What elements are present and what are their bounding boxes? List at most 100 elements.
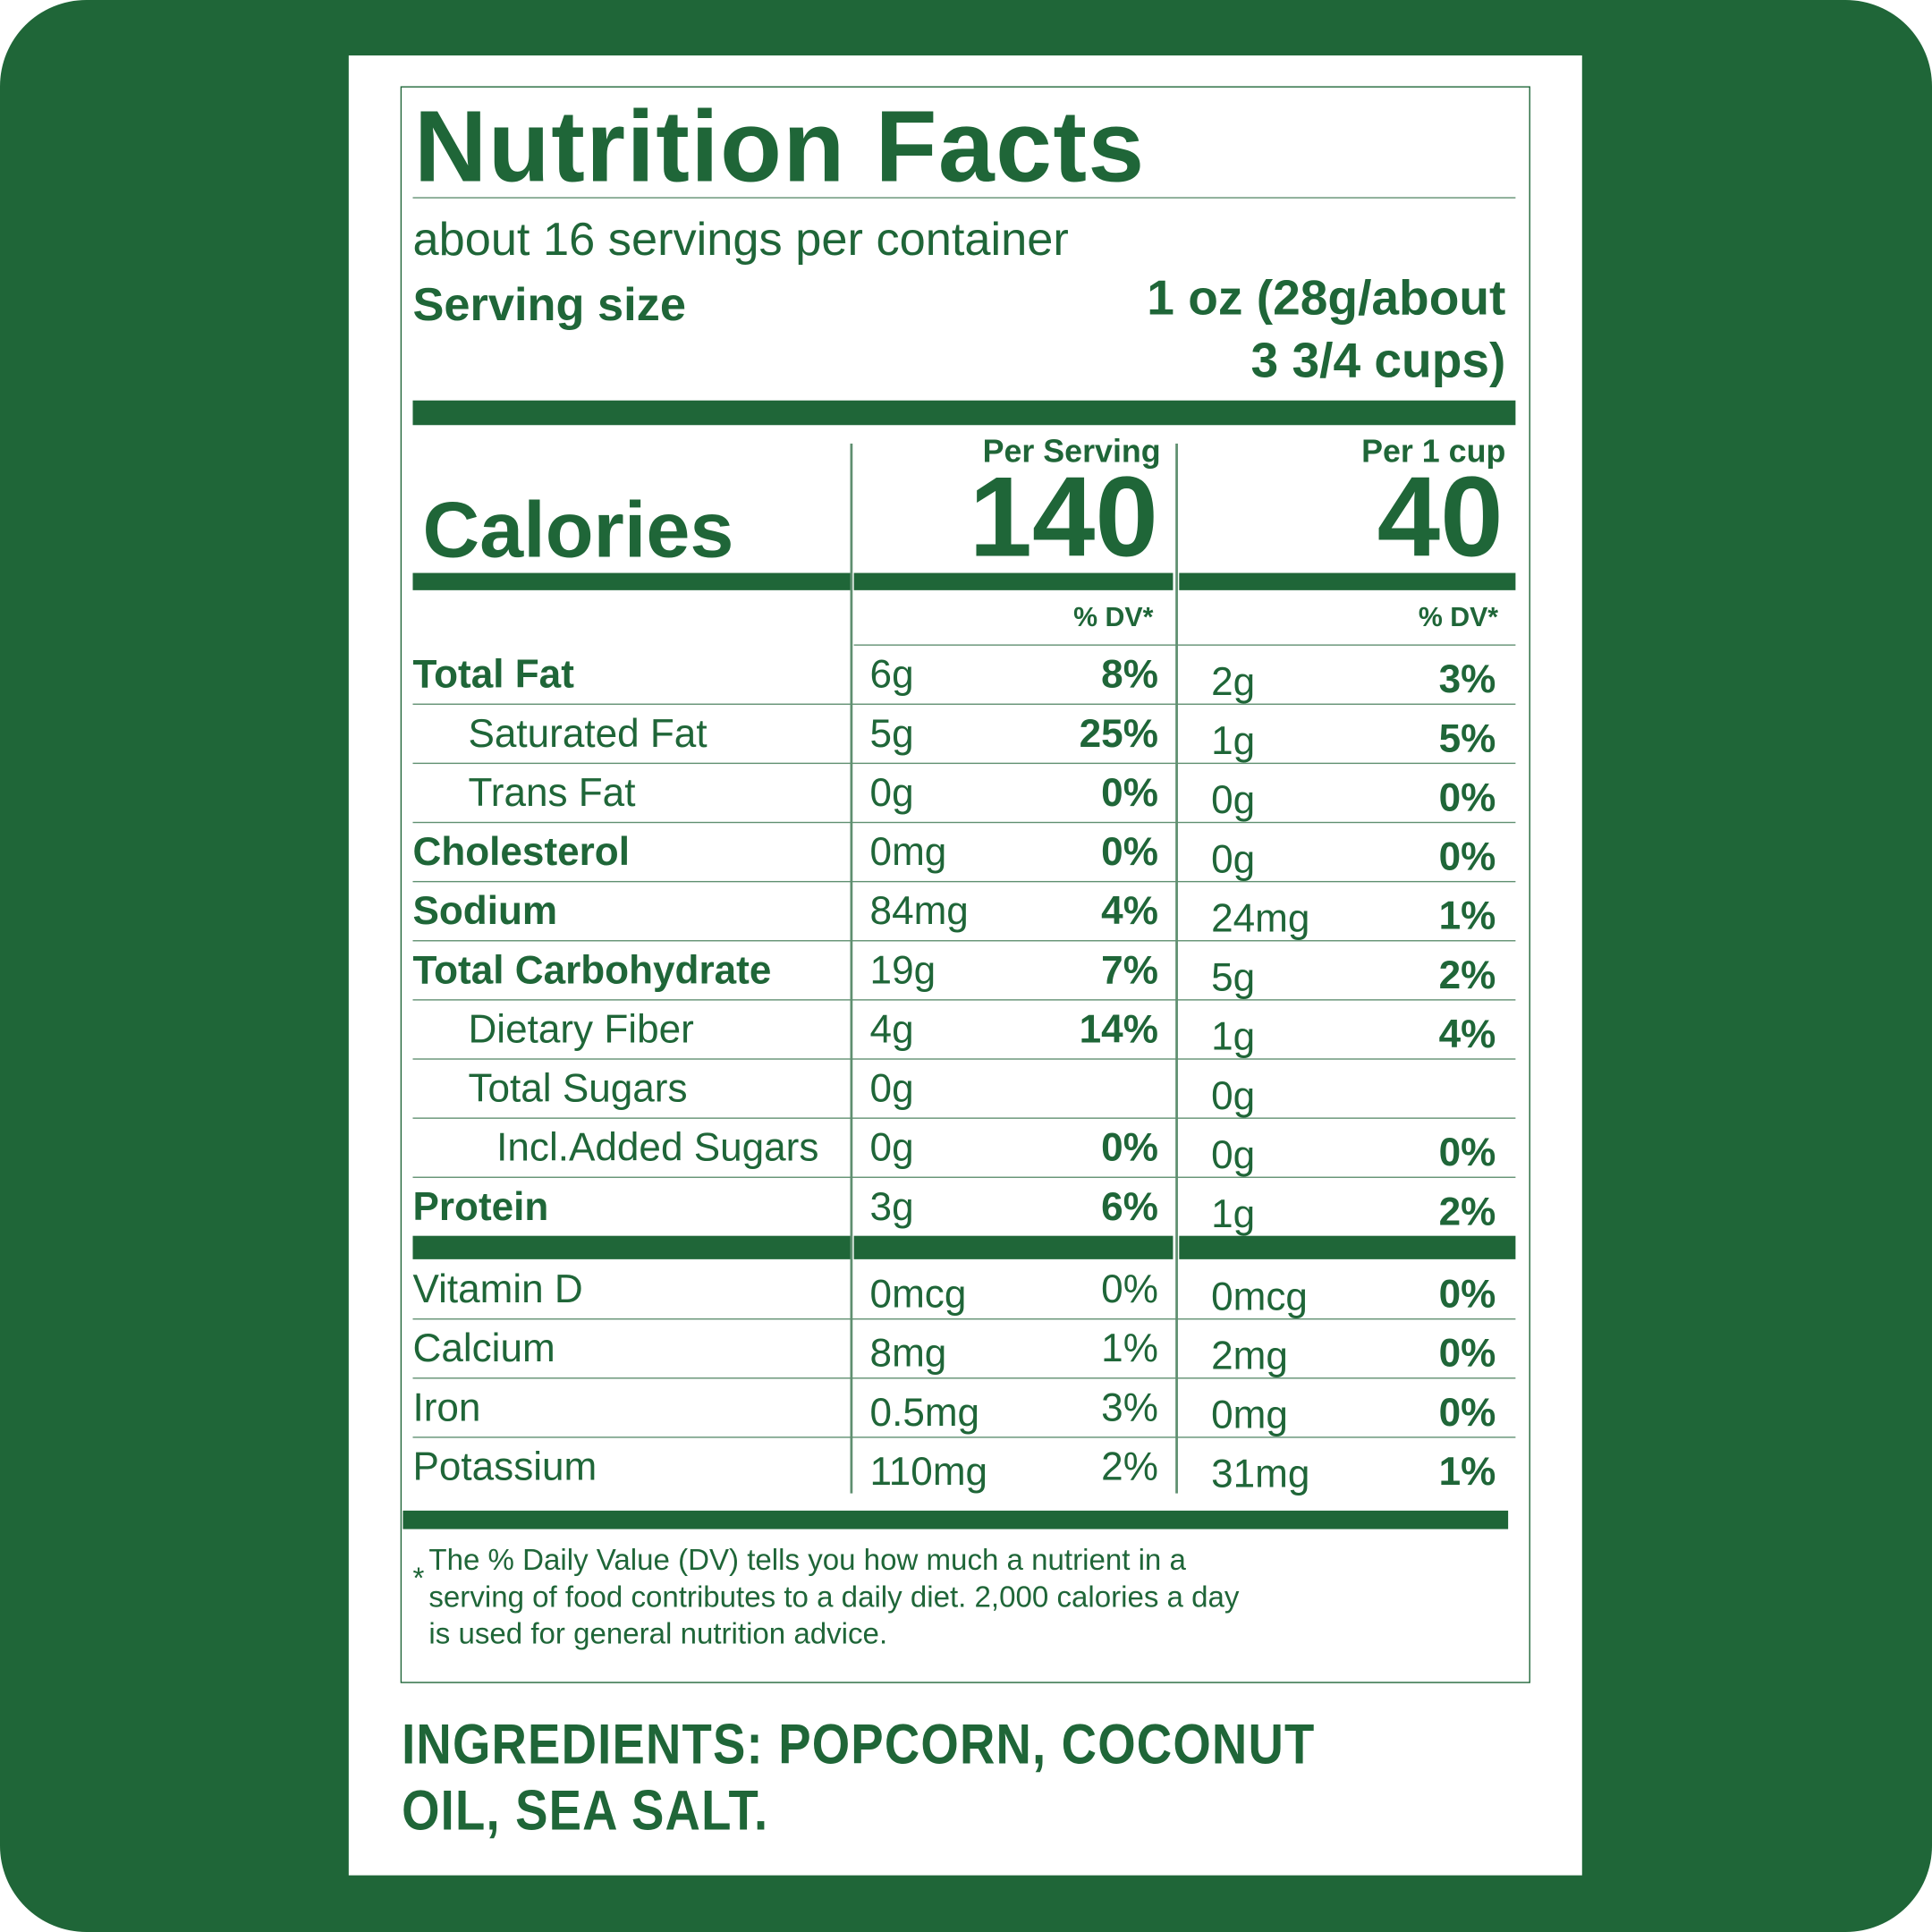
amount-serving: 0mg: [869, 829, 947, 874]
rule: [412, 999, 1516, 1001]
nutrient-name: Iron: [412, 1385, 481, 1429]
rule: [853, 644, 1516, 646]
dv-cup: 0%: [1438, 1271, 1496, 1317]
label-border: [400, 86, 1530, 1683]
label-card: [348, 55, 1582, 1876]
amount-serving: 0mcg: [869, 1271, 967, 1317]
serving-size-label: Serving size: [412, 279, 686, 332]
column-header: Per 1 cup: [1361, 432, 1506, 470]
nutrient-name: Saturated Fat: [468, 710, 708, 756]
dv-cup: 0%: [1438, 775, 1496, 820]
nutrient-name: Sodium: [412, 888, 558, 933]
dv-serving: 6%: [1101, 1183, 1158, 1229]
amount-cup: 1g: [1211, 1013, 1256, 1059]
thick-rule: [1179, 1235, 1516, 1259]
amount-cup: 0g: [1211, 777, 1256, 822]
amount-cup: 5g: [1211, 954, 1256, 1000]
dv-cup: 3%: [1438, 657, 1496, 701]
rule: [412, 703, 1516, 705]
dv-serving: 25%: [1079, 710, 1158, 756]
amount-serving: 110mg: [869, 1448, 988, 1494]
nutrient-name: Total Carbohydrate: [412, 947, 772, 992]
rule: [412, 940, 1516, 942]
ingredients: INGREDIENTS: POPCORN, COCONUT OIL, SEA S…: [402, 1711, 1316, 1843]
amount-serving: 8mg: [869, 1330, 947, 1376]
calories-label: Calories: [422, 485, 734, 574]
amount-cup: 24mg: [1211, 895, 1310, 941]
rule: [412, 821, 1516, 824]
dv-cup: 0%: [1438, 1130, 1496, 1174]
rule: [412, 1117, 1516, 1119]
amount-serving: 0g: [869, 769, 914, 815]
dv-cup: 1%: [1438, 1448, 1496, 1494]
amount-serving: 0g: [869, 1124, 914, 1170]
serving-size-value: 1 oz (28g/about: [1147, 271, 1506, 326]
dv-cup: 2%: [1438, 1189, 1496, 1233]
dv-cup: 0%: [1438, 1389, 1496, 1435]
dv-cup: 4%: [1438, 1011, 1496, 1056]
dv-serving: 7%: [1101, 947, 1158, 992]
title: Nutrition Facts: [413, 90, 1146, 204]
thick-rule: [1179, 572, 1516, 590]
amount-cup: 31mg: [1211, 1451, 1310, 1496]
thick-rule: [412, 1235, 851, 1259]
thick-rule: [853, 572, 1174, 590]
amount-cup: 0g: [1211, 1072, 1256, 1118]
thick-rule: [853, 1235, 1174, 1259]
column-line: [1175, 443, 1178, 1494]
dv-cup: 5%: [1438, 716, 1496, 760]
dv-serving: 1%: [1101, 1326, 1158, 1370]
nutrient-name: Vitamin D: [412, 1267, 583, 1311]
rule: [412, 1058, 1516, 1060]
nutrient-name: Calcium: [412, 1326, 555, 1370]
amount-serving: 0.5mg: [869, 1389, 980, 1435]
rule: [412, 1436, 1516, 1438]
thick-rule: [412, 572, 851, 590]
dv-serving: 14%: [1079, 1006, 1158, 1052]
column-header: Per Serving: [982, 432, 1161, 470]
rule: [412, 880, 1516, 883]
footnote-mark: *: [412, 1562, 425, 1596]
dv-header: % DV*: [1418, 601, 1499, 632]
rule: [412, 1318, 1516, 1320]
amount-cup: 0g: [1211, 1131, 1256, 1177]
rule: [412, 1176, 1516, 1178]
amount-cup: 1g: [1211, 1191, 1256, 1236]
column-line: [850, 443, 852, 1494]
dv-serving: 0%: [1101, 1267, 1158, 1311]
dv-cup: 0%: [1438, 834, 1496, 879]
amount-cup: 0mcg: [1211, 1274, 1308, 1318]
thick-rule: [412, 400, 1516, 426]
amount-cup: 2g: [1211, 658, 1256, 704]
amount-serving: 3g: [869, 1183, 914, 1229]
nutrient-name: Cholesterol: [412, 829, 630, 874]
nutrient-name: Dietary Fiber: [468, 1006, 694, 1052]
amount-serving: 19g: [869, 947, 936, 992]
footnote: The % Daily Value (DV) tells you how muc…: [428, 1544, 1240, 1651]
dv-cup: 2%: [1438, 952, 1496, 997]
calories-value: 140: [969, 454, 1158, 580]
dv-serving: 3%: [1101, 1385, 1158, 1429]
nutrient-name: Total Fat: [412, 651, 574, 697]
nutrient-name: Incl.Added Sugars: [496, 1124, 819, 1170]
amount-serving: 6g: [869, 651, 914, 697]
dv-cup: 0%: [1438, 1330, 1496, 1376]
dv-serving: 2%: [1101, 1444, 1158, 1489]
amount-cup: 0mg: [1211, 1392, 1288, 1437]
nutrient-name: Protein: [412, 1183, 549, 1229]
amount-cup: 2mg: [1211, 1333, 1288, 1378]
thick-rule: [402, 1510, 1509, 1530]
nutrient-name: Total Sugars: [468, 1065, 688, 1111]
rule: [412, 1377, 1516, 1379]
dv-serving: 0%: [1101, 829, 1158, 874]
amount-cup: 1g: [1211, 718, 1256, 763]
nutrient-name: Potassium: [412, 1444, 597, 1489]
dv-serving: 0%: [1101, 1124, 1158, 1170]
dv-serving: 4%: [1101, 888, 1158, 933]
dv-header: % DV*: [1073, 601, 1154, 632]
nutrient-name: Trans Fat: [468, 769, 636, 815]
dv-serving: 8%: [1101, 651, 1158, 697]
rule: [412, 762, 1516, 765]
